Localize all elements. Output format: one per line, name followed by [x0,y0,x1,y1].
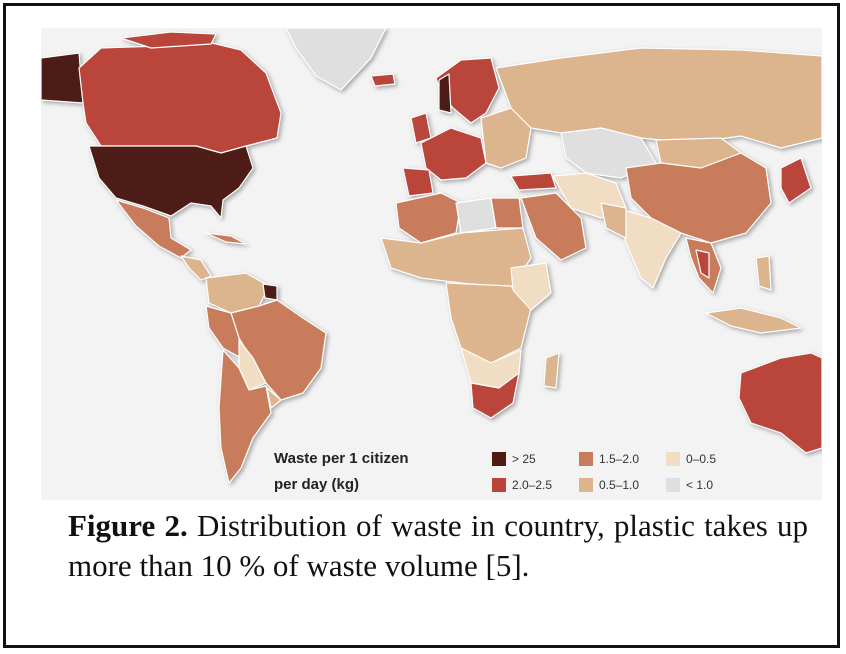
region-philippines [755,255,772,291]
legend-swatch-1 [492,452,506,466]
region-greenland [285,28,387,91]
legend-swatch-5 [579,478,593,492]
legend-swatch-3 [666,452,680,466]
region-thailand [695,249,710,279]
world-waste-map [41,28,822,500]
figure-caption: Figure 2. Distribution of waste in count… [68,506,808,586]
legend-label-6: < 1.0 [686,478,714,492]
legend-label-3: 0–0.5 [686,452,717,466]
legend-title: Waste per 1 citizen per day (kg) [274,446,474,498]
region-turkey [510,172,557,191]
region-canada-islands [120,31,217,49]
legend-label-4: 2.0–2.5 [512,478,553,492]
figure-frame: Waste per 1 citizen per day (kg) > 25 1.… [3,3,840,648]
region-uruguay [266,387,282,409]
region-bolivia-paraguay [238,339,267,391]
region-norway [438,73,452,114]
region-south-africa [470,372,520,419]
legend-swatch-6 [666,478,680,492]
region-madagascar [543,352,560,389]
region-mexico [115,199,192,259]
region-russia [495,47,822,149]
legend-label-1: > 25 [512,452,536,466]
region-iberia [402,167,434,197]
region-north-africa [395,192,462,244]
region-usa [88,145,254,219]
region-guianas [262,283,278,301]
region-indonesia [705,307,802,334]
legend-label-2: 1.5–2.0 [599,452,640,466]
region-caribbean [205,232,247,245]
caption-label: Figure 2. [68,508,188,543]
region-alaska [41,52,84,104]
legend-title-line1: Waste per 1 citizen [274,450,409,467]
region-korea-japan [780,157,812,204]
map-legend: Waste per 1 citizen per day (kg) > 25 1.… [274,446,744,498]
region-iceland [370,73,396,87]
legend-swatch-2 [579,452,593,466]
legend-title-line2: per day (kg) [274,476,360,493]
region-india [615,207,682,289]
region-egypt [490,197,524,229]
region-china [625,152,772,244]
legend-swatch-4 [492,478,506,492]
legend-label-5: 0.5–1.0 [599,478,640,492]
region-arabia [520,192,587,261]
region-libya [455,197,497,234]
region-argentina-chile [218,349,272,484]
caption-text: Distribution of waste in country, plasti… [68,508,809,583]
region-east-africa [510,262,552,311]
region-pakistan [600,202,627,239]
region-australia [738,352,822,454]
